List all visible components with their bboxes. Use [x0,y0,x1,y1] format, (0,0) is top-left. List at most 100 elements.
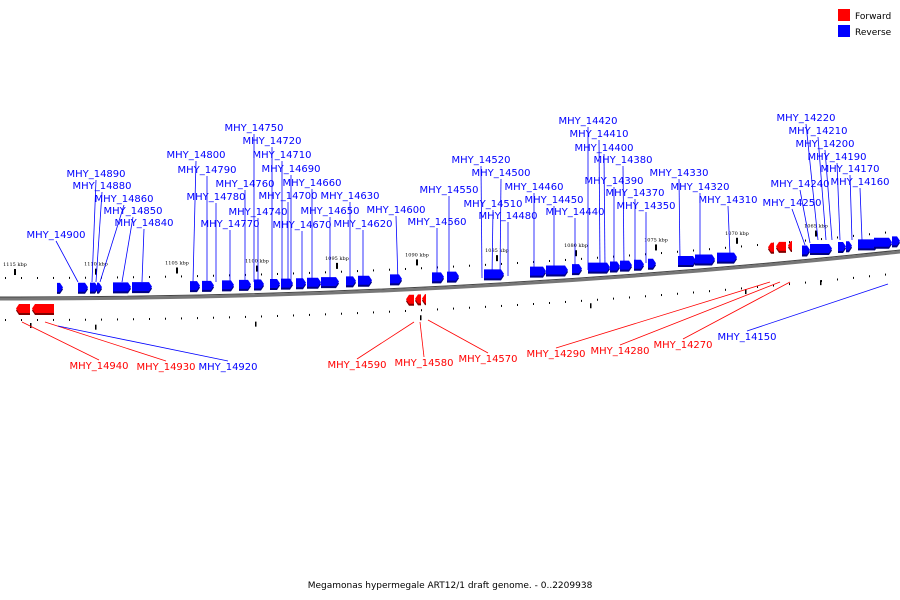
reverse-gene-label[interactable]: MHY_14670 [272,220,331,231]
reverse-gene-arrow[interactable] [296,278,306,288]
reverse-gene-label[interactable]: MHY_14170 [820,164,879,175]
reverse-gene-label[interactable]: MHY_14840 [114,218,173,229]
reverse-gene-label[interactable]: MHY_14740 [228,207,287,218]
reverse-gene-label[interactable]: MHY_14750 [224,123,283,134]
reverse-gene-label[interactable]: MHY_14710 [252,150,311,161]
reverse-gene-arrow[interactable] [447,271,459,281]
reverse-gene-arrow[interactable] [546,265,568,275]
forward-gene-arrow[interactable] [32,303,54,313]
reverse-gene-label[interactable]: MHY_14850 [103,206,162,217]
reverse-gene-arrow[interactable] [307,277,321,287]
reverse-gene-arrow[interactable] [858,239,878,249]
reverse-gene-arrow[interactable] [90,282,98,292]
forward-gene-label[interactable]: MHY_14930 [136,362,195,373]
reverse-gene-label[interactable]: MHY_14190 [807,152,866,163]
reverse-gene-label[interactable]: MHY_14150 [717,332,776,343]
reverse-gene-arrow[interactable] [678,255,696,265]
reverse-gene-label[interactable]: MHY_14770 [200,219,259,230]
reverse-gene-label[interactable]: MHY_14920 [198,362,257,373]
reverse-gene-arrow[interactable] [78,282,88,292]
reverse-gene-arrow[interactable] [695,254,715,264]
forward-gene-arrow[interactable] [788,241,792,251]
reverse-gene-arrow[interactable] [838,241,846,251]
reverse-gene-label[interactable]: MHY_14550 [419,185,478,196]
reverse-gene-arrow[interactable] [572,264,582,274]
reverse-gene-arrow[interactable] [190,281,200,291]
reverse-gene-label[interactable]: MHY_14560 [407,217,466,228]
reverse-gene-label[interactable]: MHY_14790 [177,165,236,176]
reverse-gene-arrow[interactable] [57,282,63,292]
reverse-gene-label[interactable]: MHY_14480 [478,211,537,222]
forward-gene-label[interactable]: MHY_14570 [458,354,517,365]
reverse-gene-arrow[interactable] [892,236,900,246]
forward-gene-arrow[interactable] [768,242,774,252]
reverse-gene-arrow[interactable] [321,277,339,287]
reverse-gene-arrow[interactable] [132,282,152,292]
reverse-gene-label[interactable]: MHY_14800 [166,150,225,161]
reverse-gene-arrow[interactable] [432,272,444,282]
reverse-gene-label[interactable]: MHY_14880 [72,181,131,192]
reverse-gene-arrow[interactable] [634,259,644,269]
reverse-gene-label[interactable]: MHY_14860 [94,194,153,205]
reverse-gene-arrow[interactable] [620,260,632,270]
reverse-gene-arrow[interactable] [648,258,656,268]
reverse-gene-label[interactable]: MHY_14220 [776,113,835,124]
reverse-gene-arrow[interactable] [530,266,546,276]
reverse-gene-label[interactable]: MHY_14210 [788,126,847,137]
reverse-gene-label[interactable]: MHY_14650 [300,206,359,217]
reverse-gene-label[interactable]: MHY_14620 [333,219,392,230]
forward-gene-label[interactable]: MHY_14580 [394,358,453,369]
reverse-gene-arrow[interactable] [484,269,504,279]
reverse-gene-label[interactable]: MHY_14440 [545,207,604,218]
reverse-gene-arrow[interactable] [270,279,280,289]
reverse-gene-arrow[interactable] [358,275,372,285]
reverse-gene-label[interactable]: MHY_14520 [451,155,510,166]
reverse-gene-label[interactable]: MHY_14380 [593,155,652,166]
reverse-gene-arrow[interactable] [222,280,234,290]
reverse-gene-label[interactable]: MHY_14600 [366,205,425,216]
reverse-gene-label[interactable]: MHY_14720 [242,136,301,147]
forward-gene-label[interactable]: MHY_14590 [327,360,386,371]
forward-gene-arrow[interactable] [16,304,30,314]
reverse-gene-arrow[interactable] [346,276,356,286]
reverse-gene-arrow[interactable] [239,279,251,289]
reverse-gene-label[interactable]: MHY_14510 [463,199,522,210]
reverse-gene-label[interactable]: MHY_14890 [66,169,125,180]
forward-gene-label[interactable]: MHY_14290 [526,349,585,360]
reverse-gene-arrow[interactable] [802,245,810,255]
forward-gene-arrow[interactable] [415,294,421,304]
reverse-gene-arrow[interactable] [610,261,620,271]
reverse-gene-label[interactable]: MHY_14390 [584,176,643,187]
reverse-gene-label[interactable]: MHY_14160 [830,177,889,188]
reverse-gene-label[interactable]: MHY_14250 [762,198,821,209]
reverse-gene-arrow[interactable] [874,237,892,247]
reverse-gene-label[interactable]: MHY_14410 [569,129,628,140]
reverse-gene-arrow[interactable] [97,282,102,292]
reverse-gene-arrow[interactable] [202,280,214,290]
reverse-gene-label[interactable]: MHY_14420 [558,116,617,127]
reverse-gene-label[interactable]: MHY_14780 [186,192,245,203]
reverse-gene-arrow[interactable] [846,241,852,251]
reverse-gene-label[interactable]: MHY_14400 [574,143,633,154]
forward-gene-arrow[interactable] [406,294,414,304]
reverse-gene-arrow[interactable] [254,279,264,289]
reverse-gene-label[interactable]: MHY_14320 [670,182,729,193]
reverse-gene-label[interactable]: MHY_14330 [649,168,708,179]
reverse-gene-label[interactable]: MHY_14310 [698,195,757,206]
reverse-gene-label[interactable]: MHY_14760 [215,179,274,190]
reverse-gene-label[interactable]: MHY_14370 [605,188,664,199]
reverse-gene-arrow[interactable] [281,278,293,288]
forward-gene-arrow[interactable] [776,241,786,251]
reverse-gene-label[interactable]: MHY_14660 [282,178,341,189]
reverse-gene-label[interactable]: MHY_14700 [258,191,317,202]
forward-gene-label[interactable]: MHY_14280 [590,346,649,357]
reverse-gene-arrow[interactable] [390,274,402,284]
reverse-gene-label[interactable]: MHY_14450 [524,195,583,206]
forward-gene-label[interactable]: MHY_14270 [653,340,712,351]
forward-gene-arrow[interactable] [422,294,426,304]
reverse-gene-label[interactable]: MHY_14460 [504,182,563,193]
reverse-gene-label[interactable]: MHY_14240 [770,179,829,190]
reverse-gene-arrow[interactable] [113,282,131,292]
reverse-gene-label[interactable]: MHY_14200 [795,139,854,150]
reverse-gene-label[interactable]: MHY_14900 [26,230,85,241]
